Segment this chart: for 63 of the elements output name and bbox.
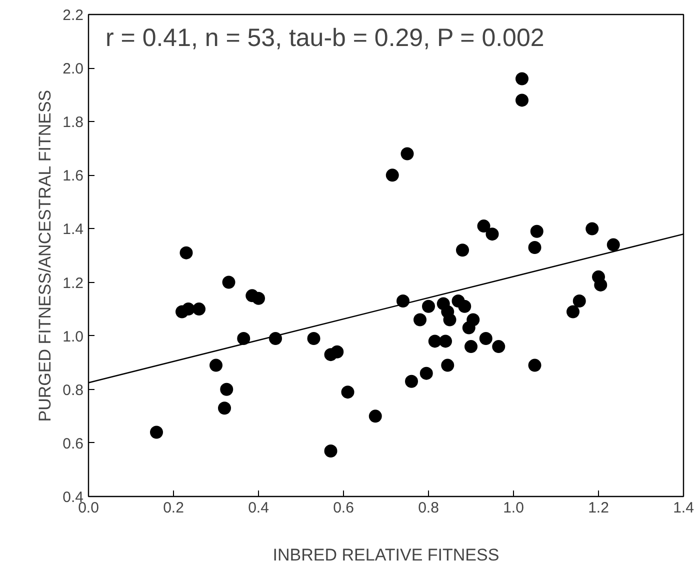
point: [516, 94, 528, 107]
point: [237, 332, 250, 345]
point: [441, 358, 454, 372]
y-tick-label: 2.2: [62, 7, 84, 24]
point: [572, 294, 586, 308]
point: [464, 340, 478, 354]
point: [324, 444, 338, 458]
point: [414, 313, 426, 326]
x-tick-label: 0.4: [248, 500, 269, 516]
point: [420, 366, 433, 380]
point: [566, 305, 580, 318]
point: [479, 332, 492, 345]
point: [222, 276, 236, 289]
point: [400, 147, 414, 160]
x-tick-label: 1.0: [503, 500, 524, 516]
point: [330, 345, 344, 358]
point: [422, 300, 435, 313]
x-tick-label: 0.8: [418, 500, 439, 516]
point: [606, 238, 620, 252]
y-tick-label: 1.6: [62, 168, 84, 185]
point: [150, 426, 163, 439]
y-tick-label: 1.4: [62, 221, 84, 238]
point: [180, 246, 193, 260]
point: [368, 410, 382, 423]
point: [530, 224, 544, 238]
point: [428, 334, 442, 348]
y-tick-label: 0.8: [62, 382, 84, 399]
y-tick-label: 1.8: [62, 114, 84, 132]
point: [210, 358, 222, 372]
point: [516, 72, 528, 86]
point: [396, 294, 410, 308]
x-axis-title: INBRED RELATIVE FITNESS: [272, 546, 500, 564]
point: [528, 240, 542, 254]
point: [252, 292, 265, 305]
point: [307, 332, 320, 345]
point: [341, 386, 354, 399]
y-tick-label: 2.0: [62, 60, 84, 78]
annotation: r = 0.41, n = 53, tau-b = 0.29, P = 0.002: [106, 24, 544, 52]
y-tick-label: 0.6: [62, 435, 84, 452]
point: [477, 220, 490, 233]
x-tick-label: 1.2: [588, 500, 609, 516]
y-tick-label: 1.0: [62, 328, 84, 346]
point: [386, 168, 399, 182]
x-tick-label: 1.4: [673, 500, 694, 516]
point: [443, 313, 456, 326]
y-axis-title: PURGED FITNESS/ANCESTRAL FITNESS: [36, 90, 55, 422]
point: [192, 302, 206, 316]
point: [218, 402, 231, 415]
point: [405, 374, 418, 388]
point: [492, 340, 506, 354]
point: [456, 244, 469, 257]
y-tick-label: 1.2: [62, 274, 84, 292]
point: [182, 302, 195, 316]
point: [466, 313, 480, 326]
point: [458, 300, 472, 313]
point: [528, 358, 542, 372]
x-tick-label: 0.2: [163, 500, 184, 516]
point: [220, 382, 234, 396]
point: [486, 228, 499, 241]
point: [439, 334, 452, 348]
x-tick-label: 0.6: [333, 500, 354, 516]
point: [586, 222, 599, 236]
point: [594, 278, 608, 292]
